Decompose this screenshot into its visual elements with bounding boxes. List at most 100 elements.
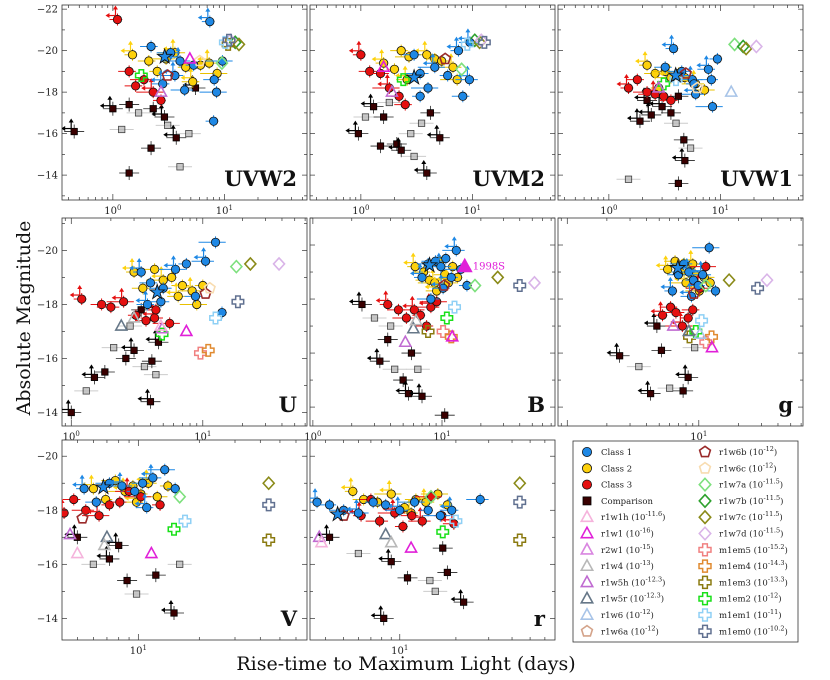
model-r1w7a xyxy=(455,62,469,77)
comparison-point xyxy=(684,373,692,381)
legend-label: r1w7b (10-11.5) xyxy=(719,494,783,507)
legend-label: m1em2 (10-12) xyxy=(719,592,782,605)
class3-point xyxy=(417,516,427,526)
x-tick-label: 100 xyxy=(352,204,369,217)
class1-point xyxy=(200,256,211,266)
class1-limit-arrow xyxy=(72,474,85,488)
comparison-point xyxy=(380,614,388,622)
y-tick-label: −18 xyxy=(37,88,58,99)
comparison-point-faded xyxy=(414,365,422,373)
class1-point xyxy=(353,508,364,518)
model-r1w7a xyxy=(468,278,482,293)
legend-triangle-icon xyxy=(579,607,595,620)
class1-limit-arrow xyxy=(690,260,704,274)
class1-point xyxy=(395,505,405,515)
legend-item: r1w5r (10-12.3) xyxy=(579,590,664,605)
class1-limit-arrow xyxy=(310,488,318,499)
panel-b: 100 101 B 1998S xyxy=(304,217,556,443)
class1-limit-arrow xyxy=(661,34,675,48)
class1-point xyxy=(712,54,723,64)
model-r1w7d xyxy=(474,33,488,48)
comparison-point-faded xyxy=(134,109,143,117)
model-r1w1 xyxy=(445,329,460,342)
comparison-point-faded xyxy=(140,362,149,371)
class3-point xyxy=(77,294,87,304)
comparison-point-faded xyxy=(132,590,141,598)
class1-point xyxy=(430,62,440,72)
comparison-point xyxy=(137,306,145,314)
model-r1w5r xyxy=(378,526,393,540)
comparison-point-faded xyxy=(391,365,399,373)
comparison-point xyxy=(674,179,682,188)
panel-uvm2: 100 101 UVM2 xyxy=(309,4,556,217)
limit-arrow xyxy=(99,95,113,109)
class2-point xyxy=(396,46,406,56)
model-m1em3 xyxy=(513,533,527,547)
reference-star xyxy=(667,66,685,83)
class1-limit-arrow xyxy=(150,69,164,83)
y-tick-label: −20 xyxy=(37,46,58,57)
class2-point xyxy=(386,489,396,499)
model-m1em0 xyxy=(262,498,276,512)
class1-point xyxy=(453,46,464,56)
class1-point xyxy=(435,511,445,521)
legend-item: r1w6a (10-12) xyxy=(580,624,659,637)
comparison-point-faded xyxy=(370,314,379,322)
limit-arrow xyxy=(137,388,150,402)
class2-limit-arrow xyxy=(403,252,416,266)
comparison-point xyxy=(667,109,675,117)
panel-frame xyxy=(61,4,308,201)
class3-point xyxy=(383,299,393,310)
comparison-point xyxy=(146,398,155,406)
comparison-point xyxy=(170,609,178,617)
model-r1w1 xyxy=(144,545,159,559)
class1-point xyxy=(142,502,152,513)
class1-point xyxy=(209,75,219,85)
class1-point xyxy=(146,41,156,52)
model-r1w7c xyxy=(491,270,505,285)
sn1998s-marker xyxy=(456,257,473,273)
legend-label: r1w6c (10-12) xyxy=(719,461,777,474)
legend-square-icon xyxy=(582,496,592,506)
panel-frame xyxy=(309,4,556,201)
model-r1w5h xyxy=(651,80,666,93)
class3-limit-arrow xyxy=(348,40,362,54)
comparison-point-faded xyxy=(152,371,160,379)
comparison-point-faded xyxy=(82,387,90,395)
comparison-point xyxy=(657,346,666,354)
class3-point xyxy=(106,302,116,312)
comparison-point-faded xyxy=(691,344,699,352)
comparison-point-faded xyxy=(176,560,184,568)
class3-limit-arrow xyxy=(141,78,154,91)
model-m1em3 xyxy=(421,324,435,338)
legend-cross-icon xyxy=(698,608,712,622)
model-r1w7c xyxy=(513,476,527,491)
class1-point xyxy=(170,484,180,494)
comparison-point xyxy=(152,571,160,579)
class3-point xyxy=(156,95,166,106)
comparison-point-faded xyxy=(354,549,363,558)
legend-item: m1em5 (10-15.2) xyxy=(698,543,788,557)
legend-item: r1w7d (10-11.5) xyxy=(698,526,783,541)
comparison-point xyxy=(115,541,123,550)
plot-area xyxy=(348,236,542,423)
model-r1w1 xyxy=(404,540,418,553)
class1-point xyxy=(180,85,190,95)
class1-limit-arrow xyxy=(696,55,709,68)
class1-limit-arrow xyxy=(109,471,123,485)
model-r1w7c xyxy=(243,256,257,272)
legend-diamond-icon xyxy=(698,526,712,541)
class3-point xyxy=(677,321,687,331)
limit-arrow xyxy=(360,93,374,107)
model-r1w5h xyxy=(154,84,168,97)
legend-frame xyxy=(572,440,799,643)
comparison-point xyxy=(154,338,163,346)
class1-limit-arrow xyxy=(446,36,459,50)
limit-arrow xyxy=(161,599,174,613)
legend-cross-icon xyxy=(698,543,712,557)
model-r1w4 xyxy=(409,312,423,326)
comparison-point xyxy=(616,352,624,360)
legend-item: Comparison xyxy=(582,496,653,507)
legend-label: m1em4 (10-14.3) xyxy=(719,559,788,572)
